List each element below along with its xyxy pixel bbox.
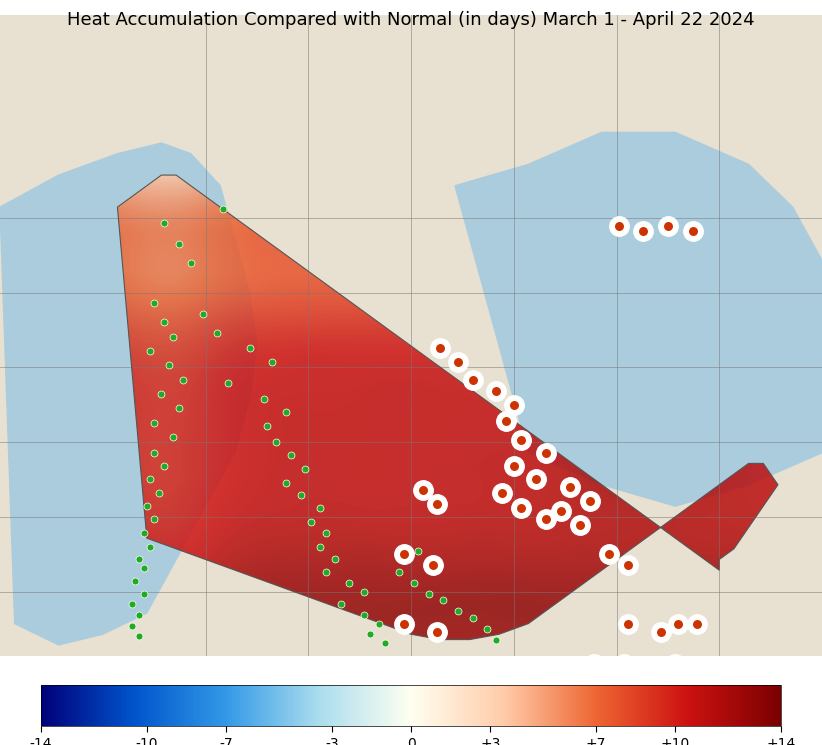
- Text: Heat Accumulation Compared with Normal (in days) March 1 - April 22 2024: Heat Accumulation Compared with Normal (…: [67, 11, 755, 29]
- Polygon shape: [455, 133, 822, 506]
- Polygon shape: [0, 143, 256, 645]
